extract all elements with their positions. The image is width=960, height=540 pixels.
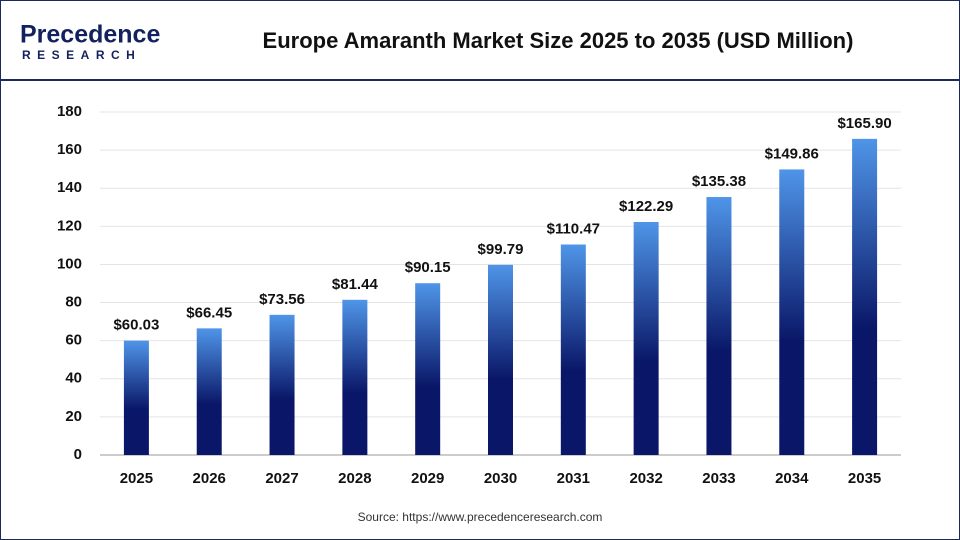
bar <box>123 340 149 455</box>
y-tick-label: 120 <box>57 217 82 234</box>
bar <box>706 197 732 456</box>
x-tick-label: 2033 <box>702 470 735 487</box>
value-label: $110.47 <box>547 220 600 237</box>
chart-title: Europe Amaranth Market Size 2025 to 2035… <box>263 28 854 53</box>
value-label: $122.29 <box>619 198 673 215</box>
y-tick-label: 140 <box>57 179 82 196</box>
value-label: $73.56 <box>259 291 305 308</box>
value-label: $60.03 <box>113 317 159 334</box>
x-tick-label: 2030 <box>484 470 517 487</box>
x-tick-label: 2027 <box>265 470 298 487</box>
y-tick-label: 60 <box>65 332 82 349</box>
x-tick-label: 2029 <box>411 470 444 487</box>
y-tick-label: 160 <box>57 141 82 158</box>
bar <box>342 299 368 455</box>
logo-name: Precedence <box>20 21 160 49</box>
y-tick-label: 100 <box>57 255 82 272</box>
bar <box>488 264 513 455</box>
source: Source: https://www.precedenceresearch.c… <box>358 510 603 524</box>
x-tick-label: 2025 <box>120 470 153 487</box>
y-tick-label: 20 <box>65 408 82 425</box>
bar <box>269 314 295 455</box>
bar <box>560 244 586 455</box>
bar <box>633 221 659 455</box>
bar <box>852 138 878 455</box>
y-tick-label: 180 <box>57 103 82 120</box>
value-label: $81.44 <box>332 276 379 293</box>
value-label: $149.86 <box>765 145 819 162</box>
x-tick-label: 2031 <box>557 470 590 487</box>
value-label: $90.15 <box>405 259 451 276</box>
x-tick-label: 2032 <box>629 470 662 487</box>
value-label: $66.45 <box>186 304 232 321</box>
value-label: $165.90 <box>837 115 891 132</box>
value-label: $135.38 <box>692 173 746 190</box>
x-tick-label: 2034 <box>775 470 809 487</box>
x-tick-label: 2035 <box>848 470 881 487</box>
y-tick-label: 80 <box>65 294 82 311</box>
bar <box>196 328 222 455</box>
y-tick-label: 0 <box>74 446 82 463</box>
value-label: $99.79 <box>478 241 524 258</box>
bar <box>779 169 805 455</box>
x-tick-label: 2026 <box>193 470 226 487</box>
x-tick-label: 2028 <box>338 470 371 487</box>
y-tick-label: 40 <box>65 370 82 387</box>
bar <box>415 283 441 455</box>
logo-tagline: RESEARCH <box>22 48 141 62</box>
